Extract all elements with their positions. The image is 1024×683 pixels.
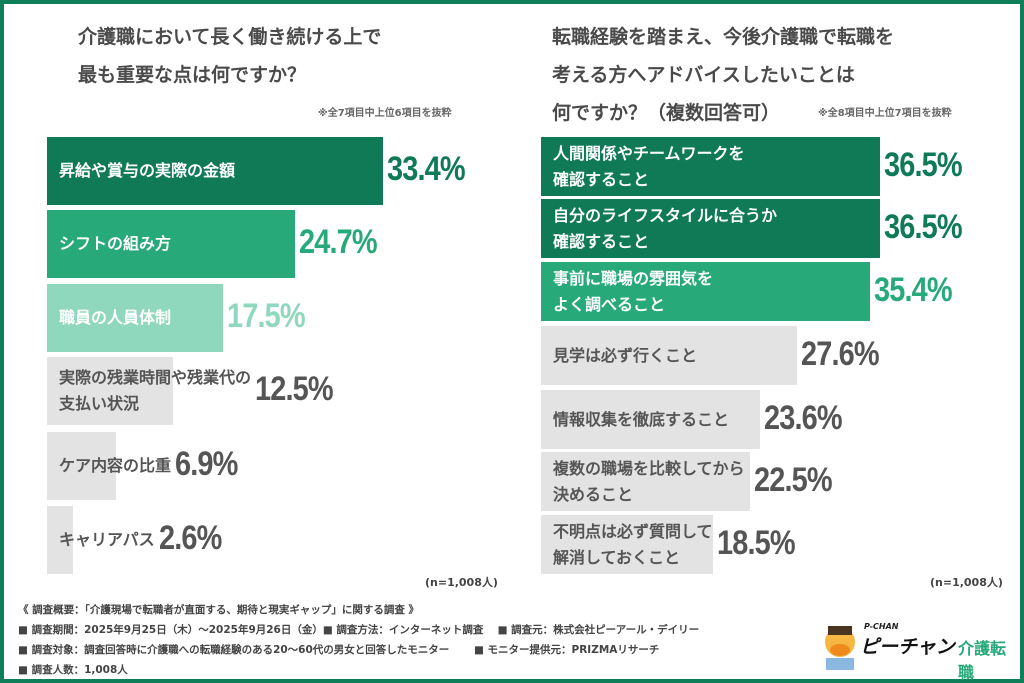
value-label: 23.6% bbox=[764, 398, 843, 437]
bar-label-line: ケア内容の比重 bbox=[59, 456, 172, 475]
bar-label-line: 情報収集を徹底すること bbox=[553, 409, 730, 429]
bar-label-line: 不明点は必ず質問して bbox=[553, 521, 713, 541]
logo-sub: 介護転職 bbox=[958, 639, 1007, 682]
value-label: 27.6% bbox=[801, 334, 880, 373]
bar-label: 見学は必ず行くこと bbox=[553, 343, 697, 369]
bar-label: 職員の人員体制 bbox=[59, 305, 171, 331]
footer-line: ■ 調査期間：2025年9月25日（木）～2025年9月26日（金）■ 調査方法… bbox=[18, 624, 700, 636]
bar bbox=[541, 199, 881, 258]
value-label: 17.5% bbox=[227, 297, 306, 335]
value-label: 22.5% bbox=[754, 460, 833, 499]
bar-label-line: シフトの組み方 bbox=[59, 234, 172, 253]
survey-footer: 《 調査概要：「介護現場で転職者が直面する、期待と現実ギャップ」に関する調査 》… bbox=[18, 600, 699, 680]
bar bbox=[47, 210, 296, 278]
footer-line: ■ 調査人数：1,008人 bbox=[18, 664, 128, 676]
bar-label: 複数の職場を比較してから 決めること bbox=[553, 456, 745, 508]
bar-label-line: 事前に職場の雰囲気を bbox=[553, 268, 714, 288]
chart-title-line: 転職経験を踏まえ、今後介護職で転職を bbox=[552, 26, 895, 48]
bar-label-line: 自分のライフスタイルに合うか bbox=[553, 205, 778, 225]
bar-label: 昇給や賞与の実際の金額 bbox=[59, 158, 235, 184]
bar-label-line: よく調べること bbox=[553, 294, 666, 314]
bar-label: 不明点は必ず質問して 解消しておくこと bbox=[553, 519, 713, 571]
bar bbox=[47, 357, 173, 425]
bar bbox=[541, 452, 751, 511]
bar bbox=[541, 326, 798, 385]
chart-note: ※全8項目中上位7項目を抜粋 bbox=[818, 108, 952, 119]
bar-label: キャリアパス bbox=[59, 527, 155, 553]
chart-title-line: 何ですか？（複数回答可） bbox=[552, 102, 781, 124]
bar-label-line: 確認すること bbox=[553, 169, 650, 189]
value-label: 12.5% bbox=[255, 370, 334, 408]
logo-main: ピーチャン bbox=[860, 636, 955, 658]
footer-line: 《 調査概要：「介護現場で転職者が直面する、期待と現実ギャップ」に関する調査 》 bbox=[18, 604, 420, 616]
bar-label-line: 確認すること bbox=[553, 231, 650, 251]
bar-label-line: 複数の職場を比較してから bbox=[553, 458, 745, 478]
bar bbox=[47, 506, 74, 574]
bar bbox=[541, 137, 881, 196]
chart-note: ※全7項目中上位6項目を抜粋 bbox=[318, 108, 452, 119]
bar-label-line: 決めること bbox=[553, 484, 634, 504]
bar-label-line: キャリアパス bbox=[59, 530, 155, 549]
chart-title: 介護職において長く働き続ける上で 最も重要な点は何ですか？ bbox=[78, 18, 381, 94]
value-label: 36.5% bbox=[884, 145, 963, 184]
bar-label: 自分のライフスタイルに合うか 確認すること bbox=[553, 203, 777, 255]
bar-label: ケア内容の比重 bbox=[59, 453, 171, 479]
chart-title-line: 最も重要な点は何ですか？ bbox=[78, 64, 307, 86]
bar-label-line: 職員の人員体制 bbox=[59, 308, 172, 327]
bar bbox=[541, 390, 761, 449]
bar bbox=[541, 262, 870, 321]
bar bbox=[541, 515, 713, 574]
bar-label: 実際の残業時間や残業代の 支払い状況 bbox=[59, 365, 251, 417]
bar-label: 事前に職場の雰囲気を よく調べること bbox=[553, 266, 713, 318]
logo-small: P-CHAN bbox=[864, 622, 899, 631]
bar-label-line: 実際の残業時間や残業代の bbox=[59, 368, 252, 387]
bar-label-line: 人間関係やチームワークを bbox=[553, 143, 745, 163]
value-label: 2.6% bbox=[159, 519, 222, 557]
value-label: 24.7% bbox=[299, 223, 378, 261]
chart-title: 転職経験を踏まえ、今後介護職で転職を 考える方へアドバイスしたいことは 何ですか？（… bbox=[552, 18, 894, 132]
chart-title-line: 考える方へアドバイスしたいことは bbox=[552, 64, 855, 86]
bar bbox=[47, 284, 224, 352]
value-label: 18.5% bbox=[717, 523, 796, 562]
value-label: 33.4% bbox=[387, 150, 466, 188]
footer-line: ■ 調査対象：調査回答時に介護職への転職経験のある20～60代の男女と回答したモ… bbox=[18, 644, 660, 656]
bar-label-line: 解消しておくこと bbox=[553, 547, 681, 567]
bar-label-line: 支払い状況 bbox=[59, 394, 140, 413]
value-label: 35.4% bbox=[873, 270, 953, 309]
bar-label-line: 昇給や賞与の実際の金額 bbox=[59, 161, 236, 180]
bar-label: 情報収集を徹底すること bbox=[553, 407, 729, 433]
bar-label: シフトの組み方 bbox=[59, 231, 171, 257]
sample-size: (n=1,008人) bbox=[930, 576, 1003, 589]
bar-label: 人間関係やチームワークを 確認すること bbox=[553, 141, 745, 193]
pchan-logo: P-CHAN ピーチャン 介護転職 bbox=[820, 620, 1020, 682]
sample-size: (n=1,008人) bbox=[425, 576, 498, 589]
bar bbox=[47, 432, 117, 500]
bar-label-line: 見学は必ず行くこと bbox=[553, 345, 698, 365]
value-label: 36.5% bbox=[884, 207, 963, 246]
mascot-icon bbox=[825, 626, 855, 670]
chart-title-line: 介護職において長く働き続ける上で bbox=[78, 26, 382, 48]
value-label: 6.9% bbox=[175, 445, 238, 483]
bar bbox=[47, 137, 383, 205]
